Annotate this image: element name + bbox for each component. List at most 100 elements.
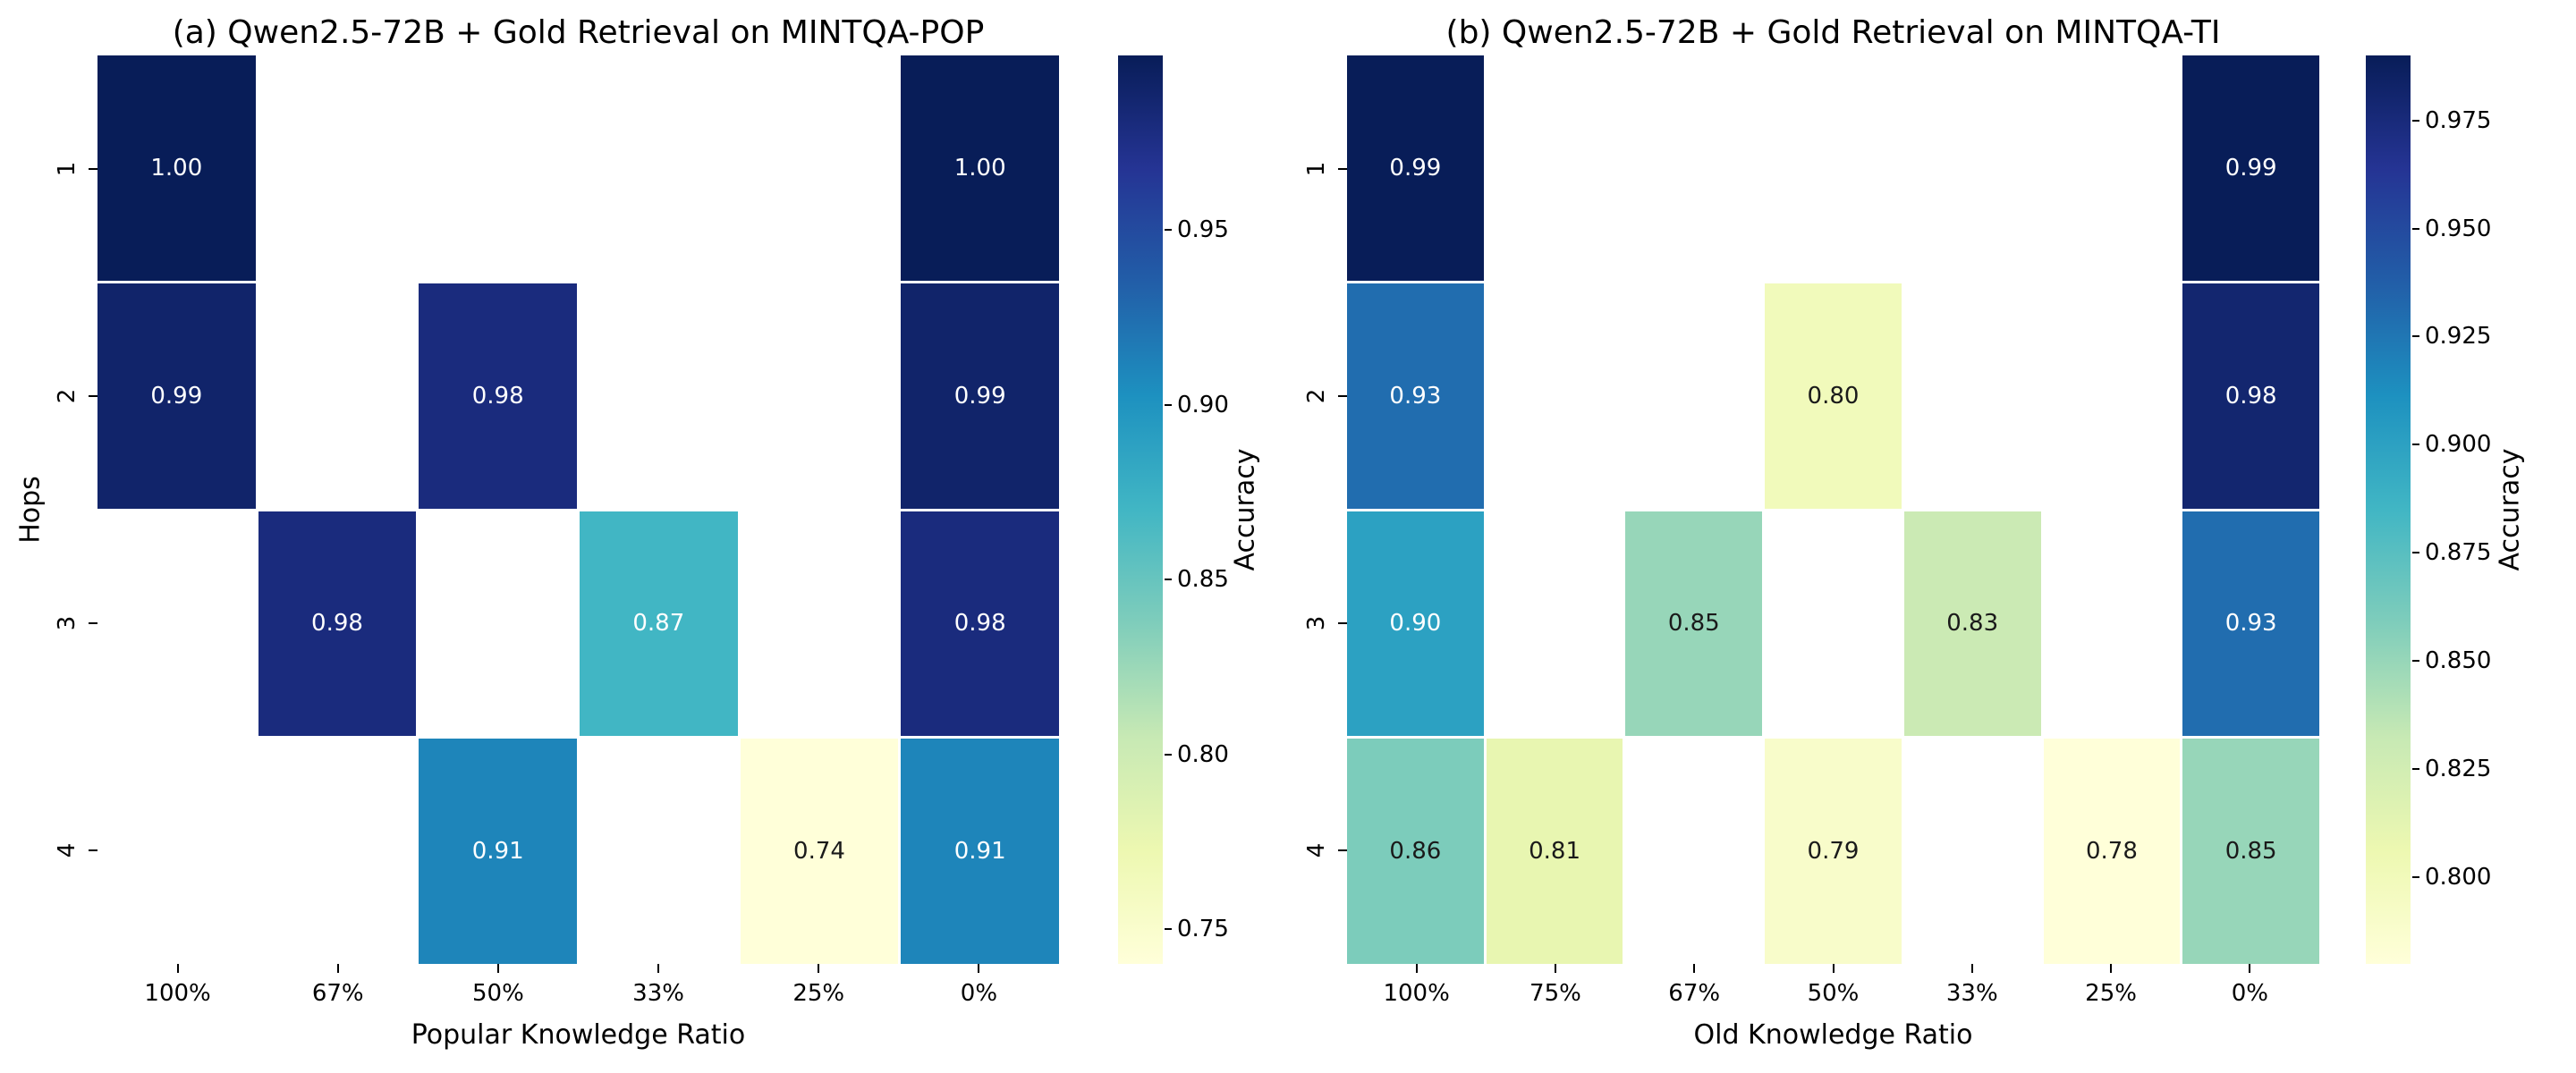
x-tick-mark xyxy=(2249,964,2251,973)
colorbar-tick-label: 0.85 xyxy=(1177,566,1229,594)
cell-value-label: 0.81 xyxy=(1529,838,1580,866)
panel-b-x-axis-label: Old Knowledge Ratio xyxy=(1693,1019,1973,1051)
heatmap-cell: 0.90 xyxy=(1347,511,1484,737)
colorbar-tick-mark xyxy=(1165,927,1172,930)
colorbar-tick-label: 0.90 xyxy=(1177,391,1229,418)
heatmap-cell: 0.98 xyxy=(258,511,417,737)
x-tick-label: 25% xyxy=(2085,980,2137,1007)
y-tick-mark xyxy=(89,622,97,624)
cell-value-label: 0.98 xyxy=(2224,382,2277,410)
cell-value-label: 0.79 xyxy=(1807,838,1860,866)
cell-value-label: 1.00 xyxy=(150,154,203,182)
cell-value-label: 0.98 xyxy=(471,382,524,410)
cell-value-label: 0.91 xyxy=(953,838,1006,866)
heatmap-cell: 0.85 xyxy=(1625,511,1763,737)
x-tick-label: 33% xyxy=(1945,980,1998,1007)
colorbar-tick-label: 0.925 xyxy=(2425,323,2492,351)
heatmap-cell: 0.79 xyxy=(1765,739,1902,964)
colorbar-tick-mark xyxy=(2412,552,2419,554)
cell-value-label: 0.74 xyxy=(793,838,845,866)
panel-b-title: (b) Qwen2.5-72B + Gold Retrieval on MINT… xyxy=(1445,14,2221,51)
heatmap-cell: 0.93 xyxy=(2182,511,2319,737)
cell-value-label: 0.99 xyxy=(150,382,203,410)
x-tick-label: 25% xyxy=(792,980,845,1007)
heatmap-cell: 0.81 xyxy=(1486,739,1623,964)
heatmap-cell: 0.93 xyxy=(1347,283,1484,509)
cell-value-label: 0.98 xyxy=(311,610,363,638)
heatmap-cell-empty xyxy=(1487,55,1623,281)
heatmap-cell: 1.00 xyxy=(97,55,256,281)
y-tick-mark xyxy=(1338,849,1347,851)
cell-value-label: 0.90 xyxy=(1389,610,1442,638)
x-tick-mark xyxy=(2110,964,2113,973)
heatmap-cell: 0.99 xyxy=(2182,55,2319,281)
heatmap-cell: 0.99 xyxy=(97,283,256,509)
y-tick-mark xyxy=(1338,622,1347,624)
cell-value-label: 0.93 xyxy=(1389,382,1442,410)
y-tick-mark xyxy=(89,168,97,170)
heatmap-cell: 0.80 xyxy=(1765,283,1902,509)
colorbar-tick-mark xyxy=(2412,660,2419,663)
heatmap-cell: 0.83 xyxy=(1903,511,2041,737)
colorbar-tick-label: 0.875 xyxy=(2425,539,2492,567)
y-tick-mark xyxy=(1338,395,1347,397)
colorbar-tick-mark xyxy=(1165,403,1172,406)
heatmap-cell: 0.98 xyxy=(419,283,577,509)
cell-value-label: 0.99 xyxy=(1389,154,1442,182)
colorbar-tick-mark xyxy=(2412,768,2419,771)
cell-value-label: 0.99 xyxy=(2224,154,2277,182)
cell-value-label: 0.85 xyxy=(1667,610,1720,638)
heatmap-cell: 0.98 xyxy=(901,511,1059,737)
x-tick-label: 67% xyxy=(1668,980,1721,1007)
heatmap-cell-empty xyxy=(1904,739,2041,964)
heatmap-cell-empty xyxy=(1625,55,1762,281)
cell-value-label: 0.85 xyxy=(2224,838,2277,866)
x-tick-label: 0% xyxy=(960,980,998,1007)
heatmap-cell: 0.74 xyxy=(740,739,899,964)
heatmap-cell-empty xyxy=(1625,739,1762,964)
x-tick-mark xyxy=(657,964,660,973)
heatmap-cell-empty xyxy=(1765,55,1902,281)
heatmap-cell-empty xyxy=(1904,283,2041,509)
colorbar-tick-mark xyxy=(1165,229,1172,232)
colorbar-tick-label: 0.900 xyxy=(2425,431,2492,459)
colorbar-tick-label: 0.825 xyxy=(2425,756,2492,783)
heatmap-cell-empty xyxy=(1487,283,1623,509)
heatmap-cell: 0.91 xyxy=(901,739,1059,964)
colorbar-tick-label: 0.800 xyxy=(2425,864,2492,891)
heatmap-cell: 0.78 xyxy=(2043,739,2181,964)
cell-value-label: 1.00 xyxy=(953,154,1006,182)
colorbar-tick-mark xyxy=(2412,444,2419,446)
cell-value-label: 0.93 xyxy=(2224,610,2277,638)
x-tick-mark xyxy=(978,964,980,973)
heatmap-cell-empty xyxy=(1904,55,2041,281)
x-tick-label: 50% xyxy=(472,980,524,1007)
y-tick-label: 1 xyxy=(1303,161,1330,177)
y-tick-label: 2 xyxy=(1303,388,1330,404)
x-tick-label: 67% xyxy=(311,980,364,1007)
colorbar-tick-label: 0.850 xyxy=(2425,647,2492,675)
x-tick-mark xyxy=(818,964,820,973)
panel-a-colorbar xyxy=(1118,55,1163,964)
heatmap-cell-empty xyxy=(2044,511,2181,737)
x-tick-label: 33% xyxy=(632,980,684,1007)
colorbar-tick-label: 0.950 xyxy=(2425,215,2492,242)
cell-value-label: 0.99 xyxy=(953,382,1006,410)
x-tick-mark xyxy=(336,964,339,973)
heatmap-cell-empty xyxy=(1625,283,1762,509)
heatmap-cell: 0.87 xyxy=(580,511,738,737)
panel-a-heatmap-grid: 1.00 1.00 0.99 0.98 0.99 0.98 0.87 0.98 0.91 0.74… xyxy=(97,55,1059,964)
x-tick-mark xyxy=(1970,964,1973,973)
colorbar-tick-mark xyxy=(2412,335,2419,338)
x-tick-label: 0% xyxy=(2231,980,2268,1007)
x-tick-mark xyxy=(176,964,179,973)
cell-value-label: 0.91 xyxy=(471,838,524,866)
y-tick-label: 4 xyxy=(1303,842,1330,858)
cell-value-label: 0.87 xyxy=(632,610,685,638)
colorbar-tick-mark xyxy=(1165,753,1172,756)
colorbar-tick-mark xyxy=(2412,227,2419,230)
heatmap-cell-empty xyxy=(1487,511,1623,737)
